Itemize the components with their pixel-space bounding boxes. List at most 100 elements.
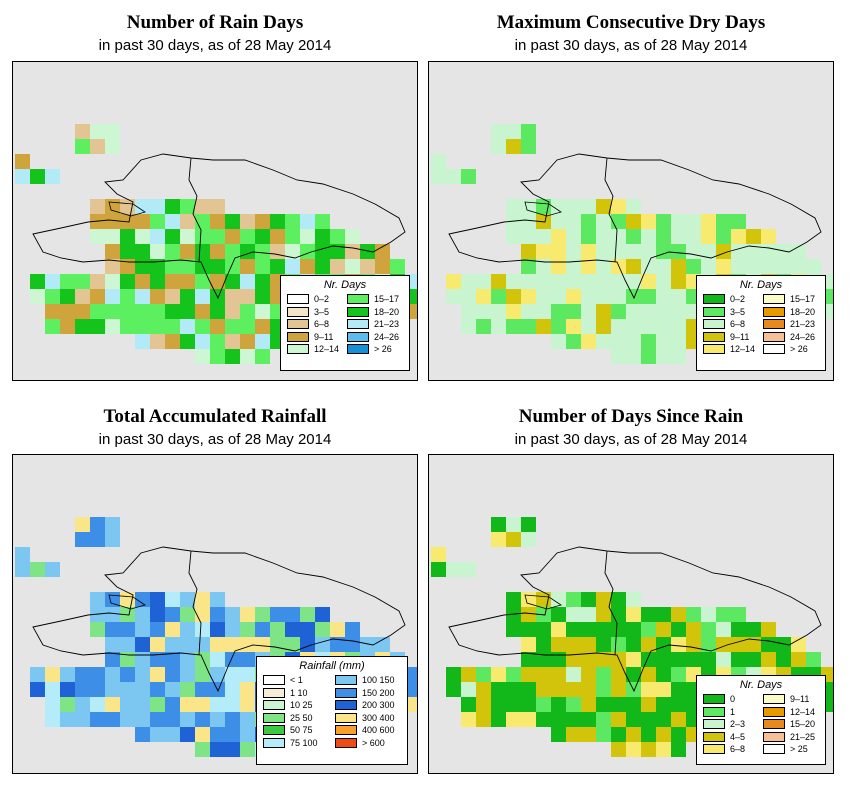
grid-cell: [195, 319, 210, 334]
grid-cell: [611, 697, 626, 712]
grid-cell: [240, 214, 255, 229]
grid-cell: [626, 637, 641, 652]
grid-cell: [626, 349, 641, 364]
grid-cell: [761, 637, 776, 652]
grid-cell: [150, 334, 165, 349]
grid-cell: [476, 712, 491, 727]
grid-cell: [60, 697, 75, 712]
grid-cell: [150, 592, 165, 607]
grid-cell: [150, 304, 165, 319]
grid-cell: [791, 637, 806, 652]
grid-cell: [105, 697, 120, 712]
grid-cell: [300, 259, 315, 274]
grid-cell: [431, 169, 446, 184]
legend-label: 2–3: [730, 719, 746, 729]
grid-cell: [566, 259, 581, 274]
legend-label: 21–25: [790, 731, 816, 742]
grid-cell: [656, 667, 671, 682]
grid-cell: [285, 637, 300, 652]
legend-label: 75 100: [290, 737, 318, 748]
grid-cell: [165, 622, 180, 637]
grid-cell: [165, 244, 180, 259]
grid-cell: [581, 697, 596, 712]
grid-cell: [431, 154, 446, 169]
grid-cell: [225, 667, 240, 682]
grid-cell: [90, 319, 105, 334]
grid-cell: [360, 259, 375, 274]
grid-cell: [135, 607, 150, 622]
grid-cell: [195, 199, 210, 214]
grid-cell: [611, 244, 626, 259]
grid-cell: [180, 274, 195, 289]
grid-cell: [315, 622, 330, 637]
grid-cell: [566, 214, 581, 229]
grid-cell: [180, 259, 195, 274]
grid-cell: [761, 229, 776, 244]
grid-cell: [581, 244, 596, 259]
legend-label: 25 50: [290, 712, 313, 723]
grid-cell: [300, 622, 315, 637]
grid-cell: [30, 274, 45, 289]
grid-cell: [105, 319, 120, 334]
grid-cell: [45, 562, 60, 577]
grid-cell: [195, 289, 210, 304]
grid-cell: [626, 622, 641, 637]
legend-label: 0–2: [314, 294, 330, 304]
legend-title: Rainfall (mm): [299, 660, 365, 672]
grid-cell: [566, 652, 581, 667]
grid-cell: [285, 259, 300, 274]
grid-cell: [551, 274, 566, 289]
grid-cell: [225, 259, 240, 274]
grid-cell: [521, 319, 536, 334]
legend-label: 3–5: [730, 306, 746, 317]
grid-cell: [596, 319, 611, 334]
grid-cell: [611, 742, 626, 757]
grid-cell: [581, 319, 596, 334]
legend-swatch: [763, 731, 785, 742]
grid-cell: [60, 712, 75, 727]
grid-cell: [446, 289, 461, 304]
grid-cell: [150, 229, 165, 244]
grid-cell: [611, 304, 626, 319]
grid-cell: [330, 622, 345, 637]
grid-cell: [671, 652, 686, 667]
grid-cell: [611, 289, 626, 304]
grid-cell: [300, 214, 315, 229]
grid-cell: [255, 319, 270, 334]
grid-cell: [611, 637, 626, 652]
grid-cell: [506, 697, 521, 712]
grid-cell: [285, 229, 300, 244]
grid-cell: [671, 712, 686, 727]
grid-cell: [75, 304, 90, 319]
grid-cell: [461, 169, 476, 184]
grid-cell: [90, 304, 105, 319]
grid-cell: [551, 304, 566, 319]
grid-cell: [761, 622, 776, 637]
legend-label: > 26: [790, 344, 808, 354]
grid-cell: [566, 667, 581, 682]
grid-cell: [491, 124, 506, 139]
grid-cell: [656, 244, 671, 259]
grid-cell: [596, 259, 611, 274]
grid-cell: [626, 259, 641, 274]
legend-swatch: [335, 675, 357, 685]
legend-label: 50 75: [290, 725, 313, 735]
grid-cell: [210, 652, 225, 667]
grid-cell: [596, 214, 611, 229]
grid-cell: [581, 667, 596, 682]
grid-cell: [641, 304, 656, 319]
grid-cell: [225, 652, 240, 667]
grid-cell: [656, 682, 671, 697]
grid-cell: [626, 697, 641, 712]
legend-label: 0: [730, 694, 736, 704]
panel-subtitle: in past 30 days, as of 28 May 2014: [98, 37, 332, 54]
grid-cell: [225, 607, 240, 622]
legend-swatch: [335, 712, 357, 723]
grid-cell: [180, 289, 195, 304]
legend-swatch: [703, 694, 725, 704]
country-border: [188, 157, 202, 263]
grid-cell: [30, 169, 45, 184]
legend-swatch: [347, 294, 369, 304]
map-legend: Nr. Days 0–2 3–5 6–8 9–11 12–14 15–17 18–20 21–…: [280, 275, 410, 371]
grid-cell: [476, 274, 491, 289]
